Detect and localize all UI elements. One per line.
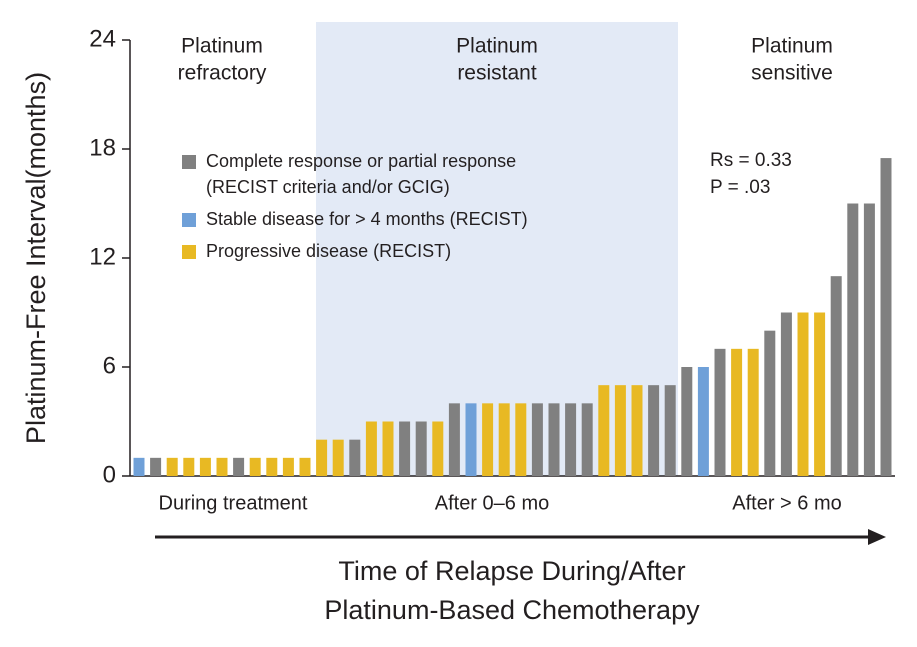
y-tick-label: 18	[89, 134, 116, 161]
bar	[465, 403, 477, 476]
bar	[199, 457, 211, 476]
bar	[166, 457, 178, 476]
group-label: After > 6 mo	[732, 492, 842, 514]
bar	[814, 312, 826, 476]
bar	[282, 457, 294, 476]
bar	[332, 439, 344, 476]
bar	[531, 403, 543, 476]
y-axis-title: Platinum-Free Interval(months)	[21, 72, 51, 444]
bar	[482, 403, 494, 476]
region-label: refractory	[178, 62, 267, 85]
bar	[382, 421, 394, 476]
annotation: P = .03	[710, 177, 770, 198]
region-label: Platinum	[456, 35, 538, 58]
x-axis-title: Platinum-Based Chemotherapy	[324, 595, 700, 625]
group-label: After 0–6 mo	[435, 492, 550, 514]
bar	[515, 403, 527, 476]
region-label: resistant	[457, 62, 537, 85]
bar	[581, 403, 593, 476]
arrow-head	[868, 529, 886, 545]
annotation: Rs = 0.33	[710, 150, 792, 171]
bar	[299, 457, 311, 476]
bar	[150, 457, 162, 476]
bar	[266, 457, 278, 476]
bar	[432, 421, 444, 476]
y-tick-label: 12	[89, 243, 116, 270]
bar	[780, 312, 792, 476]
bar	[133, 457, 145, 476]
bar	[847, 203, 859, 476]
y-tick-label: 6	[103, 352, 116, 379]
legend-label: Progressive disease (RECIST)	[206, 241, 451, 261]
bar	[697, 367, 709, 476]
y-tick-label: 0	[103, 461, 116, 488]
bar	[365, 421, 377, 476]
region-label: Platinum	[751, 35, 833, 58]
bar	[681, 367, 693, 476]
bar	[415, 421, 427, 476]
legend-swatch	[182, 245, 196, 259]
group-label: During treatment	[159, 492, 308, 514]
legend-label: Complete response or partial response	[206, 151, 516, 171]
bar	[216, 457, 228, 476]
bar	[764, 330, 776, 476]
bar	[316, 439, 328, 476]
bar	[548, 403, 560, 476]
bar	[598, 385, 610, 476]
bar	[183, 457, 195, 476]
bar	[565, 403, 577, 476]
bar	[349, 439, 361, 476]
bar	[731, 348, 743, 476]
bar	[863, 203, 875, 476]
bar	[648, 385, 660, 476]
bar	[233, 457, 245, 476]
bar	[614, 385, 626, 476]
region-label: Platinum	[181, 35, 263, 58]
bar	[631, 385, 643, 476]
bar	[448, 403, 460, 476]
legend-label: (RECIST criteria and/or GCIG)	[206, 177, 450, 197]
bar	[664, 385, 676, 476]
bar	[714, 348, 726, 476]
y-tick-label: 24	[89, 25, 116, 52]
legend-swatch	[182, 213, 196, 227]
bar	[747, 348, 759, 476]
x-axis-title: Time of Relapse During/After	[338, 556, 685, 586]
bar	[498, 403, 510, 476]
bar	[880, 158, 892, 477]
legend-swatch	[182, 155, 196, 169]
region-label: sensitive	[751, 62, 833, 85]
bar	[249, 457, 261, 476]
bar	[797, 312, 809, 476]
bar	[399, 421, 411, 476]
bar	[830, 276, 842, 476]
legend-label: Stable disease for > 4 months (RECIST)	[206, 209, 528, 229]
